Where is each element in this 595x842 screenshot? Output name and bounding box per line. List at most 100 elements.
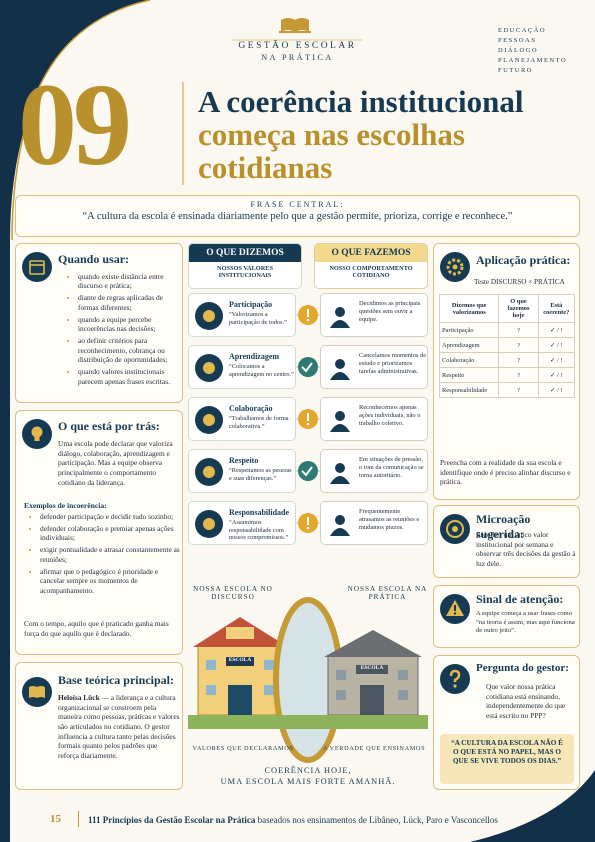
- heading: Sinal de atenção:: [476, 592, 564, 606]
- status-icon: [296, 305, 320, 325]
- central-quote: “A cultura da escola é ensinada diariame…: [82, 211, 513, 222]
- do-card: Em situações de pressão, o tom da comuni…: [320, 449, 428, 493]
- list-item: diante de regras aplicadas de formas dif…: [78, 293, 180, 312]
- icon: [22, 419, 52, 449]
- caption: A VERDADE QUE ENSINAMOS: [322, 745, 426, 752]
- practice: Reconhecemos apenas ações individuais, n…: [359, 404, 421, 427]
- cell: Participação: [438, 322, 500, 338]
- illus-title: NOSSA ESCOLA NA PRÁTICA: [347, 585, 428, 601]
- text: Que valor nossa prática cotidiana está e…: [486, 682, 566, 720]
- value-quote: “Respeitamos as pessoas e suas diferença…: [229, 467, 292, 482]
- table-row: Participação? ✓ / !: [438, 322, 576, 338]
- compare-row: Responsabilidade “Assumimos responsabilid…: [188, 501, 428, 547]
- value-name: Responsabilidade: [229, 508, 290, 517]
- compare-row: Aprendizagem “Colocamos a aprendizagem no…: [188, 345, 428, 391]
- micro-box: Microação sugerida: Escolher um único va…: [433, 505, 580, 578]
- icon: [330, 411, 350, 432]
- divider: [78, 811, 79, 827]
- brand-sub: NA PRÁTICA: [261, 53, 334, 62]
- icon: [330, 359, 350, 380]
- title-line: cotidianas: [198, 150, 333, 185]
- cell: Responsabilidade: [438, 382, 500, 398]
- do-header: O QUE FAZEMOS NOSSO COMPORTAMENTO COTIDI…: [314, 243, 428, 289]
- heading: Aplicação prática:: [476, 253, 571, 267]
- central-label: FRASE CENTRAL:: [250, 200, 345, 209]
- header-sub: NOSSO COMPORTAMENTO COTIDIANO: [329, 265, 413, 279]
- do-card: Decidimos as principais questões sem ouv…: [320, 293, 428, 337]
- motto: UMA ESCOLA MAIS FORTE AMANHÃ.: [220, 777, 396, 786]
- cell: ✓ / !: [537, 322, 576, 338]
- cell: ✓ / !: [537, 367, 576, 383]
- illustration: [188, 597, 428, 763]
- value-quote: “Trabalhamos de forma colaborativa.”: [229, 415, 289, 430]
- say-card: Respeito “Respeitamos as pessoas e suas d…: [188, 449, 296, 493]
- list-item: quando valores institucionais parecem ap…: [78, 367, 180, 386]
- value-quote: “Assumimos responsabilidade com nossos c…: [229, 519, 289, 542]
- value-name: Participação: [229, 300, 273, 309]
- header-title: O QUE DIZEMOS: [189, 244, 301, 262]
- highlight: “A CULTURA DA ESCOLA NÃO É O QUE ESTÁ NO…: [440, 734, 574, 784]
- table: Dizemos que valorizamos O que fazemos hoj…: [438, 294, 576, 398]
- sign: ESCOLA: [228, 657, 252, 663]
- value-quote: “Valorizamos a participação de todos.”: [229, 311, 287, 326]
- header-sub: NOSSOS VALORES INSTITUCIONAIS: [217, 265, 273, 279]
- do-card: Reconhecemos apenas ações individuais, n…: [320, 397, 428, 441]
- value-name: Colaboração: [229, 404, 273, 413]
- heading: Quando usar:: [58, 252, 130, 266]
- heading: O que está por trás:: [58, 419, 160, 433]
- cell: ✓ / !: [537, 352, 576, 368]
- value-quote: “Colocamos a aprendizagem no centro.”: [229, 363, 294, 378]
- column-header: O que fazemos hoje: [498, 294, 539, 323]
- title-line: A coerência institucional: [198, 84, 524, 119]
- icon: [195, 354, 223, 382]
- icon: [440, 594, 470, 624]
- question-box: Pergunta do gestor: Que valor nossa prát…: [433, 655, 580, 790]
- icon: [195, 406, 223, 434]
- text: Uma escola pode declarar que valoriza di…: [58, 439, 173, 487]
- application-box: Aplicação prática: Teste DISCURSO × PRÁT…: [433, 243, 580, 500]
- page-number: 15: [50, 813, 61, 825]
- list-item: ao definir critérios para reconhecimento…: [78, 336, 180, 364]
- heading: Base teórica principal:: [58, 673, 174, 687]
- cell: ✓ / !: [537, 382, 576, 398]
- illus-title: NOSSA ESCOLA NO DISCURSO: [193, 585, 273, 601]
- list: quando existe distância entre discurso e…: [68, 272, 180, 389]
- list-item: defender participação e decidir tudo soz…: [40, 512, 180, 521]
- keyword: EDUCAÇÃO: [498, 27, 547, 34]
- cell: ✓ / !: [537, 337, 576, 353]
- cell: Respeito: [438, 367, 500, 383]
- list-item: exigir pontualidade e atrasar constantem…: [40, 545, 180, 564]
- practice: Em situações de pressão, o tom da comuni…: [359, 456, 424, 479]
- note: Preencha com a realidade da sua escola e…: [440, 458, 571, 487]
- practice: Frequentemente atrasamos as reuniões e m…: [359, 508, 420, 531]
- say-card: Aprendizagem “Colocamos a aprendizagem no…: [188, 345, 296, 389]
- when-box: Quando usar: quando existe distância ent…: [15, 243, 183, 403]
- heading: Pergunta do gestor:: [476, 662, 569, 674]
- text: Escolher um único valor institucional po…: [476, 530, 576, 568]
- practice: Cancelamos momentos de estudo e prioriza…: [359, 352, 427, 375]
- list-item: quando a equipe percebe incoerências nas…: [78, 315, 180, 334]
- cell: Colaboração: [438, 352, 500, 368]
- keyword: PLANEJAMENTO: [498, 57, 568, 64]
- table-row: Colaboração? ✓ / !: [438, 352, 576, 368]
- number: 09: [18, 59, 132, 190]
- header-title: O QUE FAZEMOS: [315, 244, 427, 262]
- value-name: Aprendizagem: [229, 352, 280, 361]
- status-icon: [296, 461, 320, 481]
- title-line: começa nas escolhas: [198, 117, 465, 152]
- icon: [195, 302, 223, 330]
- subtitle: Teste DISCURSO × PRÁTICA: [474, 278, 565, 286]
- table-row: Responsabilidade? ✓ / !: [438, 382, 576, 398]
- heading: Microação sugerida:: [476, 512, 531, 541]
- author: Heloísa Lück: [58, 693, 100, 702]
- column-header: Está coerente?: [537, 294, 576, 323]
- compare-row: Respeito “Respeitamos as pessoas e suas d…: [188, 449, 428, 495]
- icon: [440, 514, 470, 544]
- column-header: Dizemos que valorizamos: [438, 294, 500, 323]
- do-card: Cancelamos momentos de estudo e prioriza…: [320, 345, 428, 389]
- practice: Decidimos as principais questões sem ouv…: [359, 300, 421, 323]
- brand: GESTÃO ESCOLAR: [238, 41, 357, 51]
- status-icon: [296, 513, 320, 533]
